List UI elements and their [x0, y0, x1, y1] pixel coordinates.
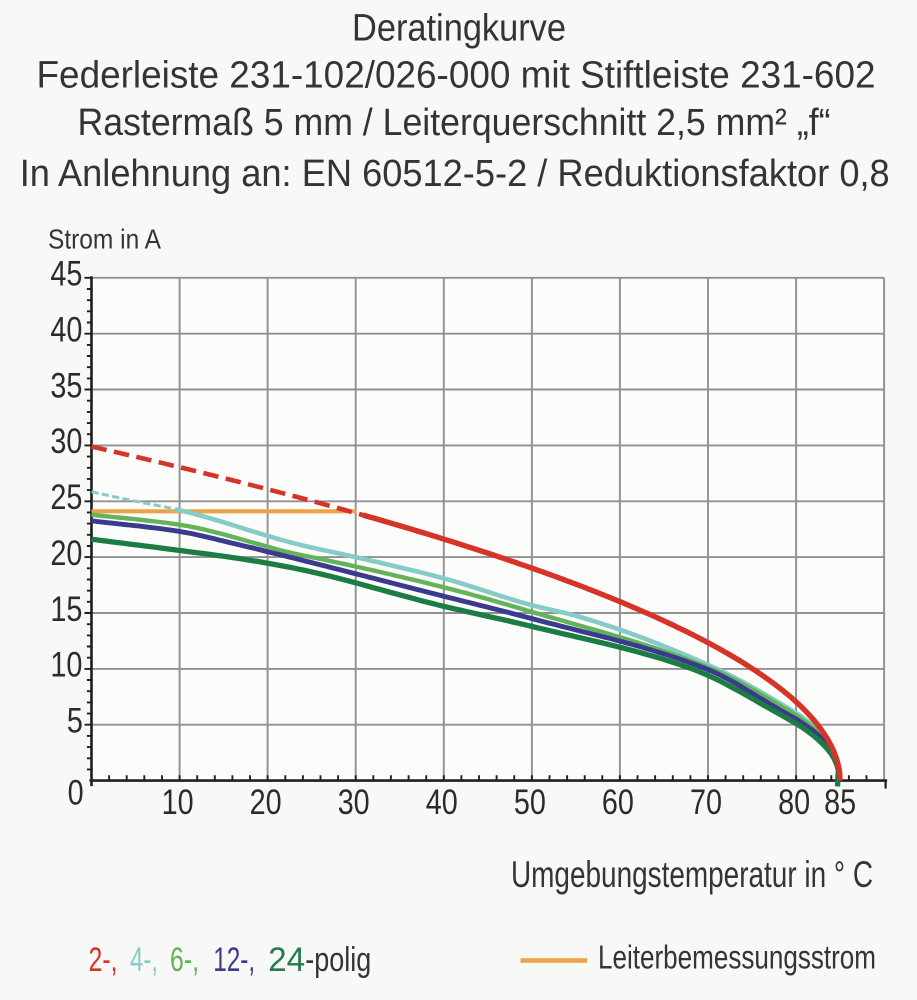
svg-text:10: 10 — [162, 783, 194, 822]
svg-text:15: 15 — [50, 590, 82, 629]
svg-text:10: 10 — [50, 646, 82, 685]
svg-text:24: 24 — [268, 941, 305, 979]
svg-text:30: 30 — [50, 422, 82, 461]
svg-text:50: 50 — [514, 783, 546, 822]
svg-text:85: 85 — [824, 783, 856, 822]
svg-text:20: 20 — [250, 783, 282, 822]
svg-text:Leiterbemessungsstrom: Leiterbemessungsstrom — [598, 939, 876, 976]
svg-text:Federleiste 231-102/026-000 mi: Federleiste 231-102/026-000 mit Stiftlei… — [37, 55, 876, 97]
svg-text:0: 0 — [68, 774, 84, 813]
svg-text:30: 30 — [338, 783, 370, 822]
svg-text:2-,: 2-, — [89, 941, 118, 979]
svg-text:20: 20 — [50, 534, 82, 573]
svg-text:25: 25 — [50, 478, 82, 517]
svg-text:70: 70 — [690, 783, 722, 822]
svg-text:5: 5 — [67, 702, 83, 741]
svg-text:80: 80 — [778, 783, 810, 822]
svg-text:40: 40 — [426, 783, 458, 822]
svg-text:4-,: 4-, — [130, 941, 158, 979]
svg-text:-polig: -polig — [305, 941, 371, 979]
svg-text:12-,: 12-, — [213, 941, 255, 979]
svg-text:6-,: 6-, — [170, 941, 199, 979]
svg-text:Rastermaß 5 mm / Leiterquersch: Rastermaß 5 mm / Leiterquerschnitt 2,5 m… — [78, 102, 831, 144]
svg-text:Deratingkurve: Deratingkurve — [352, 7, 566, 49]
svg-text:Strom in A: Strom in A — [48, 224, 161, 255]
svg-text:60: 60 — [602, 783, 634, 822]
svg-text:In Anlehnung an: EN 60512-5-2: In Anlehnung an: EN 60512-5-2 / Reduktio… — [20, 153, 890, 195]
svg-text:40: 40 — [50, 310, 82, 349]
svg-text:45: 45 — [50, 255, 82, 294]
svg-text:Umgebungstemperatur in ° C: Umgebungstemperatur in ° C — [511, 854, 873, 895]
svg-text:35: 35 — [50, 366, 82, 405]
